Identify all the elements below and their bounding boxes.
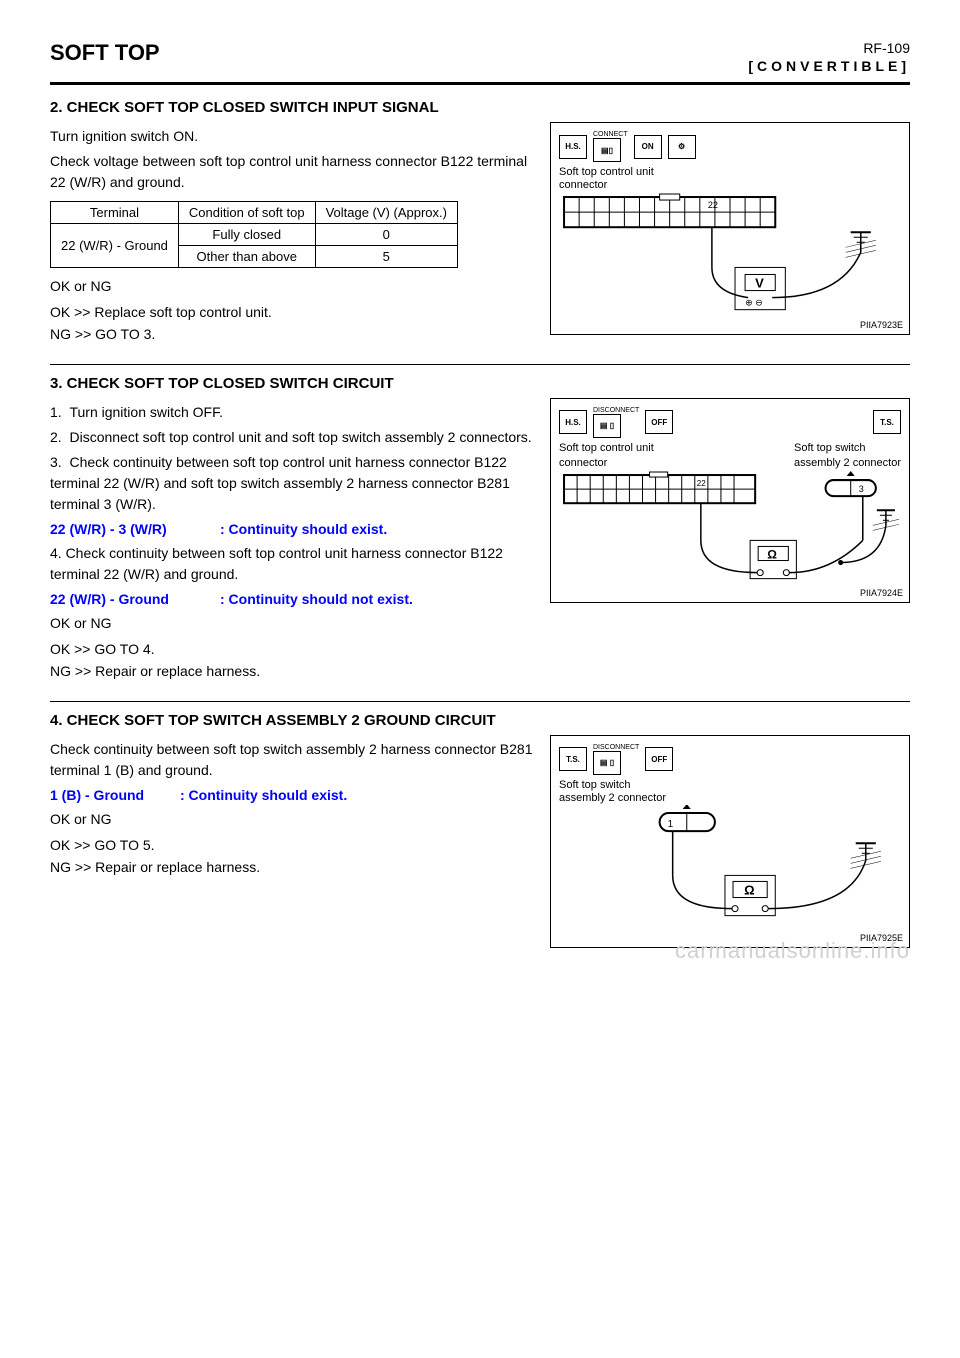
key-off-icon: OFF [645,747,673,771]
td-volt2: 5 [315,246,457,268]
ts-icon: T.S. [559,747,587,771]
divider-2-3 [50,364,910,365]
page-subtitle: [CONVERTIBLE] [748,58,910,74]
td-cond1: Fully closed [178,224,315,246]
table-row: 22 (W/R) - Ground Fully closed 0 [51,224,458,246]
fig1-diagram: 22 V ⊕ ⊖ [559,192,901,323]
step4-ng: NG >> Repair or replace harness. [50,856,534,878]
fig2-icons: H.S. DISCONNECT ▤ ▯ OFF T.S. [559,407,901,438]
hs-icon: H.S. [559,135,587,159]
svg-text:22: 22 [697,479,706,488]
step4-harness1: 1 (B) - Ground : Continuity should exist… [50,787,534,803]
fig2-leftlabel2: connector [559,457,607,470]
step4-title: 4. CHECK SOFT TOP SWITCH ASSEMBLY 2 GROU… [50,712,910,729]
td-cond2: Other than above [178,246,315,268]
page-right: RF-109 [CONVERTIBLE] [748,40,910,74]
plug-icon: ▤ ▯ [593,751,621,775]
step3-figure: H.S. DISCONNECT ▤ ▯ OFF T.S. Soft top co… [550,398,910,603]
step2-question: OK or NG [50,276,534,297]
fig2-id: PIIA7924E [860,588,903,598]
step4-body: Check continuity between soft top switch… [50,735,910,948]
table-header-row: Terminal Condition of soft top Voltage (… [51,202,458,224]
page-title: SOFT TOP [50,40,160,66]
fig2-diagram: 22 3 Ω [559,470,901,591]
fig2-rightlabel1: Soft top switch [794,442,866,455]
fig1-label1: Soft top control unit [559,166,901,179]
td-volt1: 0 [315,224,457,246]
key-on-icon: ON [634,135,662,159]
step2-title: 2. CHECK SOFT TOP CLOSED SWITCH INPUT SI… [50,99,910,116]
step4-text: Check continuity between soft top switch… [50,739,534,781]
svg-text:1: 1 [668,819,674,830]
ts-icon: T.S. [873,410,901,434]
step3-ol3: 3. Check continuity between soft top con… [50,452,534,515]
step3-left: 1. Turn ignition switch OFF. 2. Disconne… [50,398,534,683]
disconnect-icon: DISCONNECT ▤ ▯ [593,744,639,775]
fig3-diagram: 1 Ω [559,805,901,936]
fig1-icons: H.S. CONNECT ▤▯ ON ⚙ [559,131,901,162]
disconnect-icon: DISCONNECT ▤ ▯ [593,407,639,438]
page-number: RF-109 [748,40,910,56]
divider-3-4 [50,701,910,702]
step3-question: OK or NG [50,613,534,634]
step3-body: 1. Turn ignition switch OFF. 2. Disconne… [50,398,910,683]
page-header: SOFT TOP RF-109 [CONVERTIBLE] [50,40,910,74]
fig1-id: PIIA7923E [860,320,903,330]
fig3-id: PIIA7925E [860,933,903,943]
fig2-rightlabel2: assembly 2 connector [794,457,901,470]
td-terminal: 22 (W/R) - Ground [51,224,179,268]
fig1-terminal-22: 22 [708,200,718,210]
connect-icon: CONNECT ▤▯ [593,131,628,162]
step2-line2: Check voltage between soft top control u… [50,151,534,193]
th-terminal: Terminal [51,202,179,224]
step2-line1: Turn ignition switch ON. [50,126,534,147]
step2-body: Turn ignition switch ON. Check voltage b… [50,122,910,346]
th-voltage: Voltage (V) (Approx.) [315,202,457,224]
step4-figure: T.S. DISCONNECT ▤ ▯ OFF Soft top switch … [550,735,910,948]
engine-icon: ⚙ [668,135,696,159]
step3-ol2: 2. Disconnect soft top control unit and … [50,427,534,448]
fig2-leftlabel1: Soft top control unit [559,442,654,455]
step4-left: Check continuity between soft top switch… [50,735,534,879]
fig3-label1: Soft top switch [559,779,901,792]
fig1-label2: connector [559,179,901,192]
svg-text:Ω: Ω [767,548,777,562]
step3-harness2: 22 (W/R) - Ground : Continuity should no… [50,591,534,607]
step3-ok: OK >> GO TO 4. [50,638,534,660]
svg-text:⊕ ⊖: ⊕ ⊖ [745,298,763,308]
th-condition: Condition of soft top [178,202,315,224]
svg-text:V: V [755,276,764,291]
step3-harness1: 22 (W/R) - 3 (W/R) : Continuity should e… [50,521,534,537]
step4-question: OK or NG [50,809,534,830]
step3-ol1: 1. Turn ignition switch OFF. [50,402,534,423]
key-off-icon: OFF [645,410,673,434]
hs-icon: H.S. [559,410,587,434]
step2-ng: NG >> GO TO 3. [50,323,534,345]
svg-text:3: 3 [859,484,864,494]
step2-figure: H.S. CONNECT ▤▯ ON ⚙ Soft top control un… [550,122,910,335]
header-rule [50,82,910,85]
step3-ol4: 4. Check continuity between soft top con… [50,543,534,585]
plug-icon: ▤ ▯ [593,414,621,438]
step2-left: Turn ignition switch ON. Check voltage b… [50,122,534,346]
fig3-icons: T.S. DISCONNECT ▤ ▯ OFF [559,744,901,775]
step2-table: Terminal Condition of soft top Voltage (… [50,201,458,268]
step3-title: 3. CHECK SOFT TOP CLOSED SWITCH CIRCUIT [50,375,910,392]
svg-text:Ω: Ω [744,882,754,897]
step4-ok: OK >> GO TO 5. [50,834,534,856]
plug-icon: ▤▯ [593,138,621,162]
step2-ok: OK >> Replace soft top control unit. [50,301,534,323]
step3-ng: NG >> Repair or replace harness. [50,660,534,682]
fig3-label2: assembly 2 connector [559,792,901,805]
